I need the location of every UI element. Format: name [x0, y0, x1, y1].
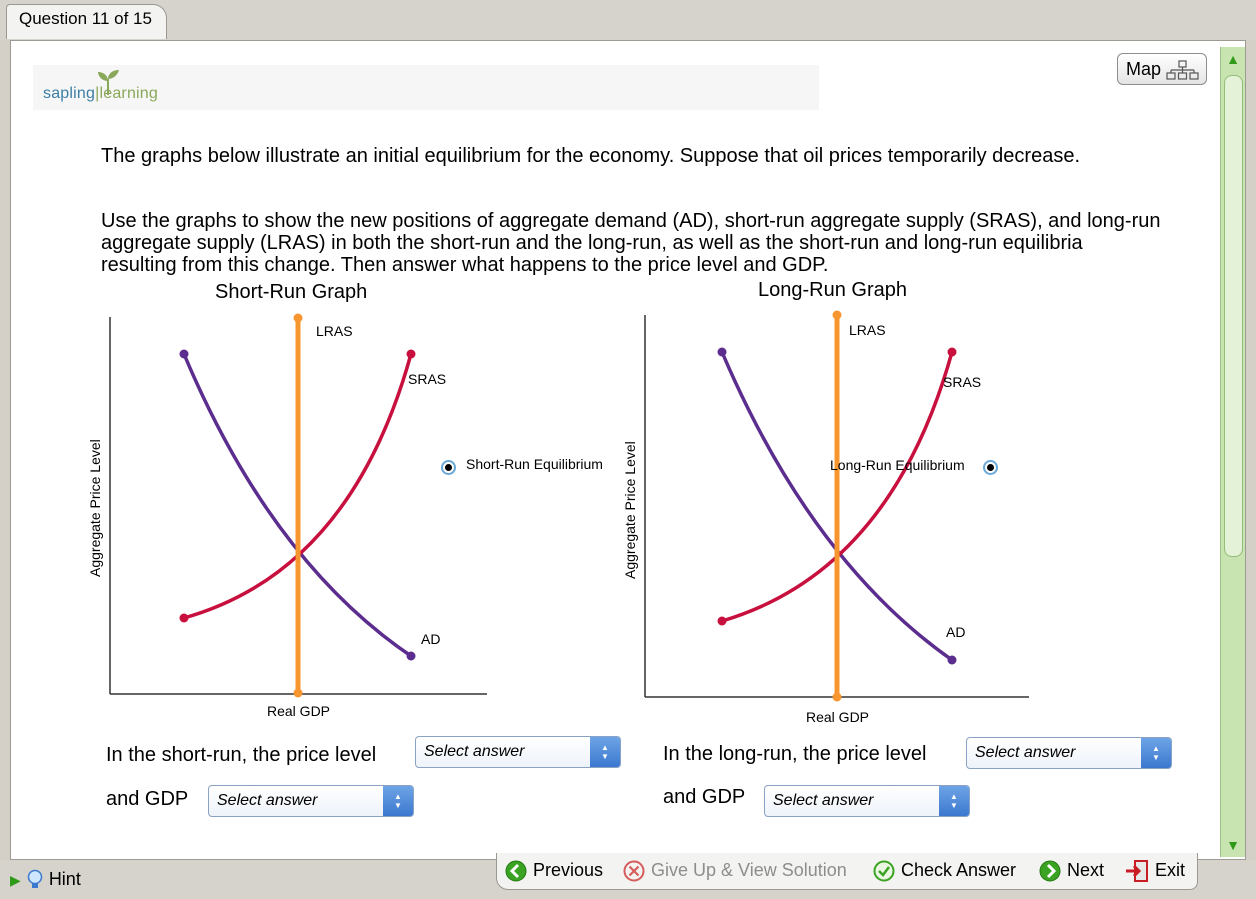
- next-icon: [1039, 860, 1061, 882]
- sitemap-icon: [1166, 60, 1199, 80]
- long-run-lras-handle-top: [832, 310, 842, 320]
- logo-learning: learning: [99, 85, 158, 102]
- short-run-lras-label: LRAS: [316, 323, 353, 339]
- long-run-equilibrium-label: Long-Run Equilibrium: [830, 457, 965, 473]
- short-run-price-prompt: In the short-run, the price level: [106, 744, 377, 766]
- question-counter: Question 11 of 15: [19, 9, 152, 28]
- select-arrows-icon: ▲ ▼: [939, 786, 969, 816]
- question-content: sapling|learning Map The graphs below il…: [11, 41, 1221, 859]
- long-run-gdp-select-value: Select answer: [773, 792, 874, 809]
- play-icon: ▶: [10, 872, 21, 888]
- short-run-gdp-select-value: Select answer: [217, 792, 318, 809]
- give-up-label: Give Up & View Solution: [651, 860, 847, 880]
- short-run-ad-handle-bottom: [406, 651, 416, 661]
- top-tab-bar: Question 11 of 15: [0, 0, 1256, 40]
- short-run-gdp-select[interactable]: Select answer ▲ ▼: [208, 785, 414, 817]
- short-run-ad-label: AD: [421, 631, 441, 647]
- question-frame: sapling|learning Map The graphs below il…: [10, 40, 1246, 860]
- short-run-lras-handle-bottom: [293, 688, 303, 698]
- long-run-graph[interactable]: [11, 41, 1221, 741]
- long-run-ad-handle-top: [717, 347, 727, 357]
- exit-button[interactable]: Exit: [1125, 857, 1185, 883]
- long-run-price-select[interactable]: Select answer ▲ ▼: [966, 737, 1172, 769]
- next-button[interactable]: Next: [1039, 857, 1104, 883]
- lightbulb-icon: [27, 870, 43, 889]
- short-run-equilibrium-tool[interactable]: [441, 460, 456, 475]
- scroll-up-icon[interactable]: ▲: [1226, 51, 1240, 67]
- previous-icon: [505, 860, 527, 882]
- long-run-sras-handle-bottom: [717, 616, 727, 626]
- long-run-sras-label: SRAS: [943, 374, 982, 390]
- long-run-sras-handle-top: [947, 347, 957, 357]
- check-icon: [873, 860, 895, 882]
- short-run-x-axis-label: Real GDP: [267, 703, 331, 719]
- long-run-gdp-select[interactable]: Select answer ▲ ▼: [764, 785, 970, 817]
- short-run-graph-title: Short-Run Graph: [215, 281, 368, 303]
- short-run-graph[interactable]: [11, 41, 631, 741]
- short-run-gdp-prompt: and GDP: [106, 788, 189, 810]
- next-label: Next: [1067, 860, 1105, 880]
- logo-banner: sapling|learning: [33, 65, 819, 110]
- short-run-sras-handle-top: [406, 349, 416, 359]
- short-run-sras-curve: [183, 353, 413, 620]
- check-answer-button[interactable]: Check Answer: [873, 857, 1016, 883]
- short-run-ad-handle-top: [179, 349, 189, 359]
- vertical-scrollbar[interactable]: ▲ ▼: [1220, 47, 1245, 857]
- long-run-price-prompt: In the long-run, the price level: [663, 743, 927, 765]
- scroll-thumb[interactable]: [1224, 75, 1243, 557]
- select-arrows-icon: ▲ ▼: [590, 737, 620, 767]
- navigation-bar: Previous Give Up & View Solution Check A…: [496, 853, 1198, 890]
- short-run-lras-handle-top: [293, 313, 303, 323]
- hint-button[interactable]: ▶ Hint: [10, 862, 81, 896]
- long-run-price-select-value: Select answer: [975, 744, 1076, 761]
- exit-icon: [1126, 860, 1148, 883]
- long-run-lras-label: LRAS: [849, 322, 886, 338]
- long-run-lras-handle-bottom: [832, 692, 842, 702]
- short-run-price-select[interactable]: Select answer ▲ ▼: [415, 736, 621, 768]
- long-run-graph-title: Long-Run Graph: [758, 279, 907, 301]
- long-run-gdp-prompt: and GDP: [663, 786, 746, 808]
- long-run-x-axis-label: Real GDP: [806, 709, 870, 725]
- long-run-y-axis-label: Aggregate Price Level: [622, 441, 638, 579]
- short-run-sras-handle-bottom: [179, 613, 189, 623]
- map-button-label: Map: [1126, 59, 1162, 79]
- short-run-equilibrium-label: Short-Run Equilibrium: [466, 456, 603, 472]
- short-run-price-select-value: Select answer: [424, 743, 525, 760]
- previous-button[interactable]: Previous: [505, 857, 603, 883]
- question-tab: Question 11 of 15: [6, 4, 167, 39]
- short-run-sras-label: SRAS: [408, 371, 447, 387]
- map-button[interactable]: Map: [1117, 53, 1207, 85]
- exit-label: Exit: [1155, 860, 1186, 880]
- logo-sapling: sapling: [43, 85, 96, 102]
- question-paragraph-2: Use the graphs to show the new positions…: [101, 210, 1161, 276]
- long-run-ad-curve: [720, 351, 954, 662]
- scroll-down-icon[interactable]: ▼: [1226, 837, 1240, 853]
- previous-label: Previous: [533, 860, 604, 880]
- select-arrows-icon: ▲ ▼: [1141, 738, 1171, 768]
- long-run-sras-curve: [721, 351, 954, 623]
- sapling-logo: sapling|learning: [43, 85, 158, 102]
- select-arrows-icon: ▲ ▼: [383, 786, 413, 816]
- question-paragraph-1: The graphs below illustrate an initial e…: [101, 145, 1081, 167]
- long-run-equilibrium-tool[interactable]: [983, 460, 998, 475]
- long-run-ad-label: AD: [946, 624, 966, 640]
- long-run-ad-handle-bottom: [947, 655, 957, 665]
- short-run-ad-curve: [182, 353, 412, 658]
- sprout-icon: [98, 70, 119, 95]
- give-up-button[interactable]: Give Up & View Solution: [623, 857, 847, 883]
- give-up-icon: [623, 860, 645, 882]
- check-answer-label: Check Answer: [901, 860, 1017, 880]
- hint-label: Hint: [48, 869, 81, 889]
